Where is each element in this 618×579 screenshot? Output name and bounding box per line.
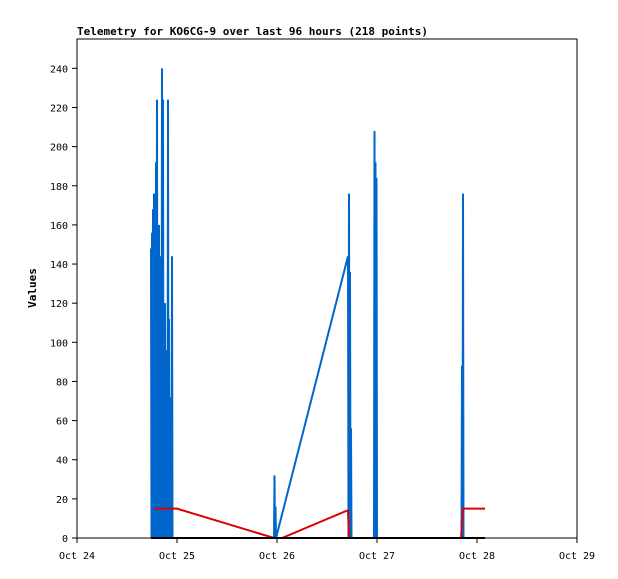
x-tick-label: Oct 25	[159, 551, 195, 562]
y-tick-label: 100	[50, 338, 68, 349]
x-tick-label: Oct 29	[559, 551, 595, 562]
y-tick-label: 120	[50, 299, 68, 310]
x-tick-label: Oct 27	[359, 551, 395, 562]
y-tick-label: 80	[56, 377, 68, 388]
y-tick-label: 240	[50, 64, 68, 75]
y-tick-label: 160	[50, 221, 68, 232]
x-tick-label: Oct 28	[459, 551, 495, 562]
series-line-2	[154, 507, 485, 539]
x-axis: Oct 24 Oct 25 Oct 26 Oct 27 Oct 28 Oct 29	[59, 538, 595, 562]
y-tick-label: 60	[56, 417, 68, 428]
y-tick-label: 40	[56, 456, 68, 467]
series-layer	[150, 68, 485, 539]
y-axis: 0 20 40 60 80 100 120 140 160 180 200 220 240	[50, 64, 77, 545]
y-tick-label: 180	[50, 182, 68, 193]
x-tick-label: Oct 26	[259, 551, 295, 562]
chart-title: Telemetry for KO6CG-9 over last 96 hours…	[77, 25, 428, 38]
y-tick-label: 20	[56, 495, 68, 506]
y-tick-label: 200	[50, 143, 68, 154]
y-tick-label: 140	[50, 260, 68, 271]
y-tick-label: 220	[50, 103, 68, 114]
y-tick-label: 0	[62, 534, 68, 545]
y-axis-label: Values	[26, 268, 39, 308]
x-tick-label: Oct 24	[59, 551, 95, 562]
series-line-1	[150, 68, 465, 539]
